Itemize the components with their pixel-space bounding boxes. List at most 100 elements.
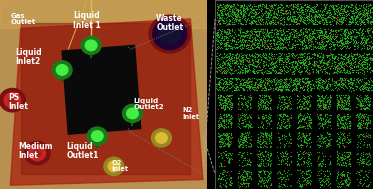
Point bbox=[231, 83, 236, 86]
Point bbox=[216, 79, 222, 82]
Point bbox=[340, 54, 346, 57]
Point bbox=[302, 46, 308, 49]
Point bbox=[215, 135, 221, 138]
Point bbox=[305, 63, 311, 66]
Point bbox=[301, 12, 307, 15]
Point bbox=[285, 99, 291, 102]
Point bbox=[310, 10, 316, 13]
Point bbox=[345, 155, 351, 158]
Point bbox=[224, 12, 230, 15]
Point bbox=[219, 123, 225, 126]
Point bbox=[318, 41, 324, 44]
Point bbox=[339, 138, 345, 141]
Point bbox=[316, 162, 322, 165]
Point bbox=[280, 95, 286, 98]
Point bbox=[263, 85, 269, 88]
Point bbox=[241, 141, 247, 144]
Point bbox=[223, 3, 229, 6]
Point bbox=[272, 39, 278, 42]
Point bbox=[240, 118, 246, 121]
Point bbox=[336, 23, 342, 26]
Point bbox=[338, 125, 344, 128]
Point bbox=[366, 63, 372, 66]
Point bbox=[247, 7, 253, 10]
Point bbox=[305, 79, 311, 82]
Point bbox=[252, 87, 258, 90]
Point bbox=[228, 98, 233, 101]
Point bbox=[333, 29, 339, 32]
Point bbox=[278, 160, 284, 163]
Point bbox=[278, 59, 284, 62]
Point bbox=[286, 68, 292, 71]
Point bbox=[247, 114, 253, 117]
Point bbox=[231, 39, 237, 42]
Point bbox=[301, 44, 307, 47]
Point bbox=[275, 80, 280, 83]
Point bbox=[256, 69, 262, 72]
Point bbox=[223, 135, 229, 138]
Point bbox=[282, 10, 288, 13]
Point bbox=[276, 118, 282, 121]
Point bbox=[251, 37, 257, 40]
Point bbox=[317, 22, 323, 25]
Point bbox=[338, 157, 344, 160]
Point bbox=[301, 54, 307, 57]
Point bbox=[294, 169, 300, 172]
Point bbox=[235, 122, 241, 125]
Point bbox=[291, 32, 297, 35]
Point bbox=[361, 83, 367, 86]
Point bbox=[361, 84, 367, 87]
Point bbox=[338, 11, 344, 14]
Point bbox=[279, 47, 285, 50]
Point bbox=[263, 135, 269, 138]
Point bbox=[338, 177, 344, 180]
Point bbox=[278, 112, 284, 115]
Point bbox=[249, 29, 255, 32]
Point bbox=[269, 5, 275, 8]
Point bbox=[335, 158, 341, 161]
Point bbox=[315, 12, 321, 15]
Point bbox=[282, 17, 288, 20]
Point bbox=[267, 6, 273, 9]
Point bbox=[347, 72, 353, 75]
Point bbox=[216, 68, 222, 71]
Point bbox=[316, 41, 322, 44]
Point bbox=[304, 141, 310, 144]
Point bbox=[276, 71, 282, 74]
Point bbox=[285, 33, 291, 36]
Point bbox=[239, 5, 245, 8]
Point bbox=[226, 145, 232, 148]
Point bbox=[339, 11, 345, 14]
Point bbox=[326, 100, 332, 103]
Point bbox=[285, 19, 291, 22]
Point bbox=[317, 62, 323, 65]
Point bbox=[335, 67, 341, 70]
Point bbox=[304, 115, 310, 119]
Point bbox=[366, 53, 372, 56]
Point bbox=[226, 4, 232, 7]
Point bbox=[319, 31, 325, 34]
Point bbox=[341, 68, 347, 71]
Point bbox=[280, 77, 286, 80]
Point bbox=[275, 88, 281, 91]
Point bbox=[357, 58, 363, 61]
Point bbox=[253, 88, 258, 91]
Point bbox=[304, 102, 310, 105]
Point bbox=[360, 119, 366, 122]
Text: PS
Inlet: PS Inlet bbox=[8, 93, 28, 111]
Point bbox=[249, 21, 255, 24]
Point bbox=[354, 41, 360, 44]
Point bbox=[264, 28, 270, 31]
Point bbox=[303, 8, 309, 11]
Point bbox=[290, 17, 296, 20]
Point bbox=[258, 71, 264, 74]
Point bbox=[215, 19, 221, 22]
Point bbox=[304, 169, 310, 172]
Point bbox=[218, 162, 224, 165]
Point bbox=[308, 14, 314, 17]
Point bbox=[268, 45, 274, 48]
Point bbox=[229, 37, 235, 40]
Point bbox=[233, 56, 239, 59]
Point bbox=[329, 4, 335, 7]
Point bbox=[365, 100, 371, 103]
